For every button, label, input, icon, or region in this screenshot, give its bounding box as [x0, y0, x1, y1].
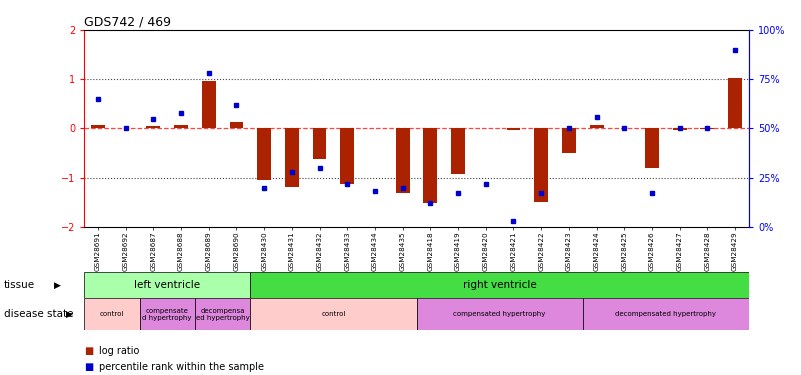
Text: percentile rank within the sample: percentile rank within the sample: [99, 362, 264, 372]
Bar: [451, 128, 465, 174]
Text: compensate
d hypertrophy: compensate d hypertrophy: [143, 308, 192, 321]
Bar: [673, 128, 686, 130]
Text: ■: ■: [84, 346, 94, 355]
Bar: [728, 78, 742, 128]
Text: left ventricle: left ventricle: [134, 280, 200, 290]
Bar: [417, 298, 583, 330]
Bar: [534, 128, 548, 202]
Bar: [582, 298, 749, 330]
Bar: [340, 128, 354, 184]
Bar: [312, 128, 327, 159]
Text: ▶: ▶: [66, 310, 73, 319]
Text: log ratio: log ratio: [99, 346, 139, 355]
Text: disease state: disease state: [4, 309, 74, 319]
Bar: [84, 298, 139, 330]
Text: right ventricle: right ventricle: [463, 280, 537, 290]
Text: control: control: [321, 311, 345, 317]
Bar: [250, 298, 417, 330]
Bar: [645, 128, 659, 168]
Bar: [84, 272, 250, 298]
Bar: [230, 122, 244, 128]
Text: compensated hypertrophy: compensated hypertrophy: [453, 311, 545, 317]
Text: decompensa
ed hypertrophy: decompensa ed hypertrophy: [195, 308, 249, 321]
Bar: [257, 128, 271, 180]
Text: decompensated hypertrophy: decompensated hypertrophy: [615, 311, 716, 317]
Text: GDS742 / 469: GDS742 / 469: [84, 16, 171, 29]
Text: ■: ■: [84, 362, 94, 372]
Text: control: control: [99, 311, 124, 317]
Text: tissue: tissue: [4, 280, 35, 290]
Text: ▶: ▶: [54, 280, 62, 290]
Bar: [396, 128, 409, 194]
Bar: [202, 81, 215, 128]
Bar: [139, 298, 195, 330]
Bar: [562, 128, 576, 153]
Bar: [285, 128, 299, 186]
Bar: [174, 125, 188, 128]
Bar: [424, 128, 437, 203]
Bar: [195, 298, 250, 330]
Bar: [590, 125, 603, 128]
Bar: [91, 124, 105, 128]
Bar: [506, 128, 521, 130]
Bar: [250, 272, 749, 298]
Bar: [147, 126, 160, 128]
Bar: [700, 128, 714, 129]
